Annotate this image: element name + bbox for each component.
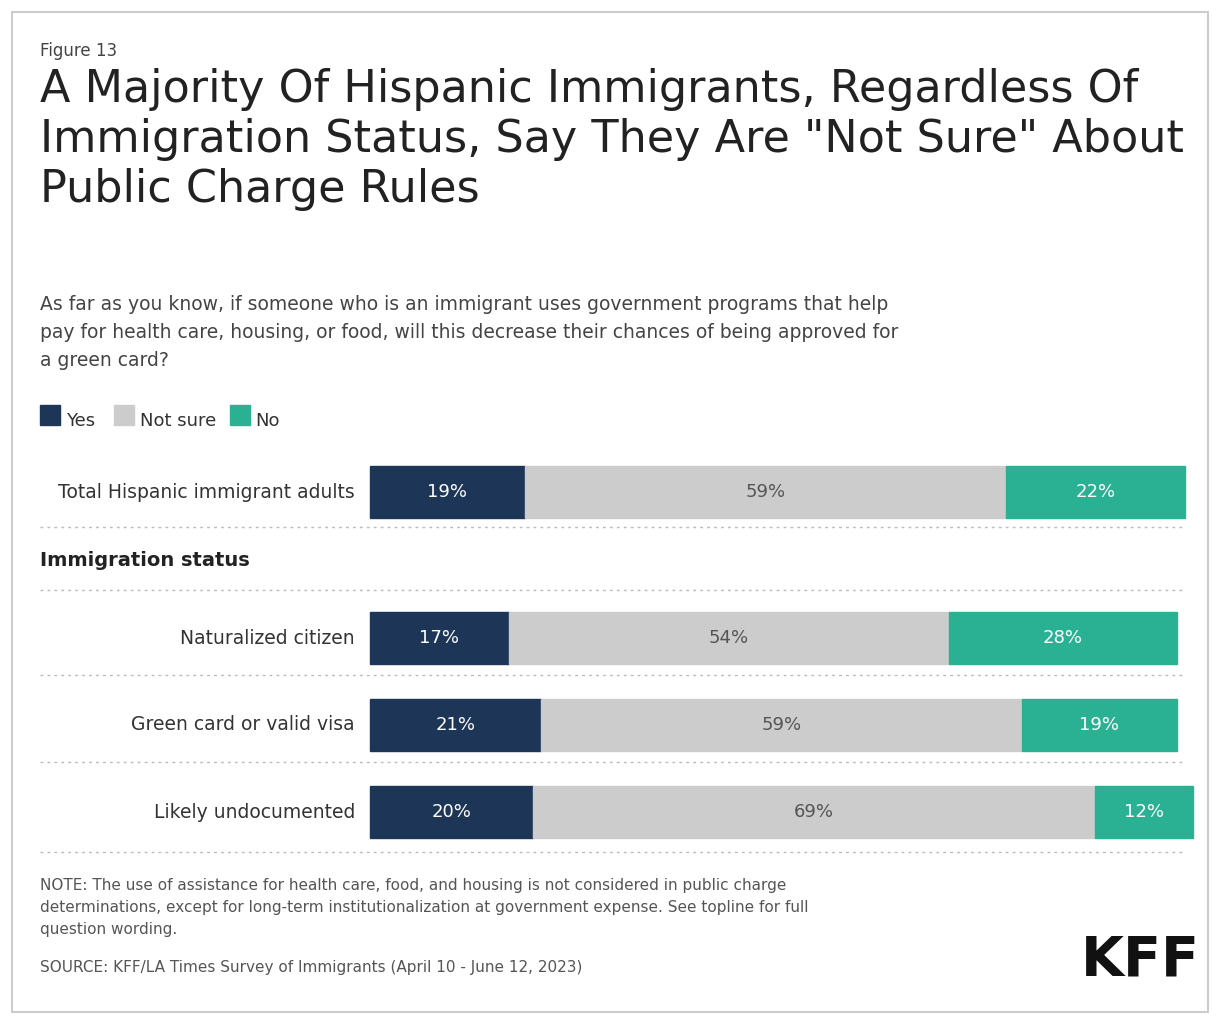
Bar	[370, 612, 509, 664]
Bar	[533, 786, 1096, 838]
Bar	[370, 786, 533, 838]
Text: 59%: 59%	[745, 483, 786, 501]
Text: 12%: 12%	[1125, 803, 1164, 821]
Bar	[1096, 786, 1193, 838]
Text: As far as you know, if someone who is an immigrant uses government programs that: As far as you know, if someone who is an…	[40, 295, 898, 370]
Text: NOTE: The use of assistance for health care, food, and housing is not considered: NOTE: The use of assistance for health c…	[40, 878, 809, 937]
Text: Naturalized citizen: Naturalized citizen	[181, 629, 355, 647]
Text: Figure 13: Figure 13	[40, 42, 117, 60]
Bar	[113, 406, 133, 425]
Text: 28%: 28%	[1043, 629, 1083, 647]
Bar	[1022, 699, 1177, 751]
Text: 22%: 22%	[1075, 483, 1115, 501]
Text: 59%: 59%	[761, 716, 802, 734]
Text: Total Hispanic immigrant adults: Total Hispanic immigrant adults	[59, 482, 355, 502]
Bar	[370, 466, 525, 518]
Text: 17%: 17%	[420, 629, 459, 647]
Bar	[40, 406, 60, 425]
Text: KFF: KFF	[1081, 933, 1199, 987]
Text: Not sure: Not sure	[139, 412, 216, 430]
Bar	[525, 466, 1005, 518]
Text: No: No	[255, 412, 281, 430]
Text: SOURCE: KFF/LA Times Survey of Immigrants (April 10 - June 12, 2023): SOURCE: KFF/LA Times Survey of Immigrant…	[40, 961, 582, 975]
Text: Immigration status: Immigration status	[40, 552, 250, 570]
Text: Yes: Yes	[66, 412, 95, 430]
Text: 19%: 19%	[427, 483, 467, 501]
Bar	[229, 406, 250, 425]
Bar	[509, 612, 949, 664]
Bar	[1005, 466, 1185, 518]
Text: A Majority Of Hispanic Immigrants, Regardless Of
Immigration Status, Say They Ar: A Majority Of Hispanic Immigrants, Regar…	[40, 68, 1183, 211]
Text: 20%: 20%	[432, 803, 471, 821]
Text: 54%: 54%	[709, 629, 749, 647]
Bar	[370, 699, 542, 751]
Text: 19%: 19%	[1080, 716, 1120, 734]
Text: Green card or valid visa: Green card or valid visa	[132, 716, 355, 734]
Bar	[949, 612, 1177, 664]
Bar	[542, 699, 1022, 751]
Text: 69%: 69%	[794, 803, 834, 821]
Text: 21%: 21%	[436, 716, 476, 734]
Text: Likely undocumented: Likely undocumented	[154, 803, 355, 821]
